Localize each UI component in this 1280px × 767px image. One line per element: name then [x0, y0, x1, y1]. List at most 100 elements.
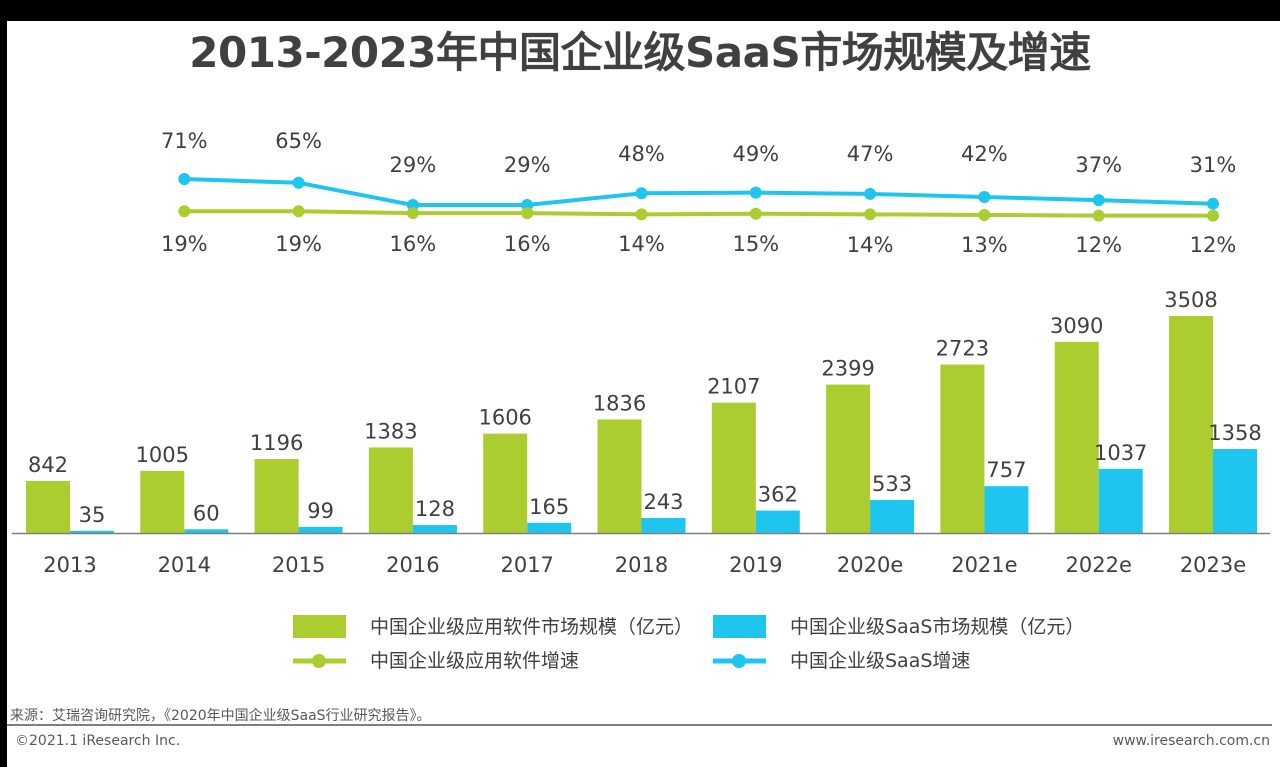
x-tick-label: 2015 [272, 553, 325, 577]
line-point [292, 176, 305, 189]
bar-label: 1836 [593, 391, 646, 415]
x-tick-label: 2018 [615, 553, 668, 577]
copyright: ©2021.1 iResearch Inc. [15, 733, 181, 749]
x-tick-label: 2017 [500, 553, 553, 577]
line-point [635, 187, 648, 200]
bar-label: 1005 [136, 443, 189, 467]
x-tick-label: 2023e [1180, 553, 1246, 577]
line-label: 29% [390, 153, 437, 177]
line-point [1092, 209, 1105, 222]
line-label: 13% [961, 233, 1008, 257]
bar-saas-2023e [1213, 448, 1257, 533]
legend-line-marker [732, 654, 746, 668]
line-label: 12% [1190, 233, 1237, 257]
legend-bar-swatch [293, 615, 346, 638]
legend-label: 中国企业级SaaS增速 [790, 650, 970, 672]
line-point [864, 187, 877, 200]
line-point [292, 205, 305, 218]
bar-software-2014 [140, 470, 185, 533]
line-label: 29% [504, 153, 551, 177]
bar-label: 1383 [364, 419, 417, 443]
bar-label: 1196 [250, 431, 303, 455]
x-tick-label: 2016 [386, 553, 439, 577]
bar-label: 99 [307, 499, 334, 523]
line-label: 19% [161, 232, 208, 256]
line-point [406, 207, 419, 220]
bar-saas-2016 [412, 525, 457, 533]
line-point [1207, 209, 1219, 222]
line-saas-growth [184, 177, 1214, 208]
bar-label: 1037 [1094, 441, 1147, 465]
legend-label: 中国企业级SaaS市场规模（亿元） [790, 616, 1084, 638]
x-tick-label: 2014 [158, 553, 211, 577]
line-point [178, 205, 191, 218]
line-point [635, 208, 648, 221]
chart-title: 2013-2023年中国企业级SaaS市场规模及增速 [189, 28, 1091, 77]
line-label: 71% [161, 129, 208, 153]
bar-saas-2013 [70, 530, 114, 533]
bar-label: 2399 [821, 357, 874, 381]
line-label: 16% [504, 232, 551, 256]
line-label: 31% [1190, 153, 1237, 177]
bar-software-2015 [254, 459, 299, 533]
bar-saas-2018 [641, 517, 686, 533]
bar-saas-2017 [527, 522, 572, 533]
x-tick-label: 2013 [43, 553, 96, 577]
line-point [749, 207, 762, 220]
bar-label: 3090 [1050, 314, 1103, 338]
x-tick-label: 2022e [1066, 553, 1132, 577]
bar-saas-2020e [870, 500, 915, 533]
bar-software-2013 [26, 480, 70, 533]
line-label: 49% [732, 142, 779, 166]
legend-line-marker [312, 654, 326, 668]
line-label: 14% [618, 232, 665, 256]
bar-saas-2019 [755, 510, 800, 533]
bar-label: 1358 [1208, 421, 1261, 445]
bar-label: 35 [79, 503, 106, 527]
website-link[interactable]: www.iresearch.com.cn [1112, 733, 1270, 749]
bar-label: 3508 [1164, 288, 1217, 312]
line-software-growth [184, 209, 1213, 218]
bar-saas-2021e [984, 486, 1029, 533]
line-label: 47% [847, 142, 894, 166]
legend-bar-swatch [713, 615, 766, 638]
slide: 2013-2023年中国企业级SaaS市场规模及增速 842 35 2013 1005… [7, 21, 1280, 767]
bar-label: 1606 [478, 406, 531, 430]
bar-label: 2723 [936, 337, 989, 361]
legend-label: 中国企业级应用软件市场规模（亿元） [370, 616, 693, 638]
line-point [521, 207, 534, 220]
bar-label: 2107 [707, 375, 760, 399]
bar-label: 243 [643, 490, 683, 514]
line-label: 15% [732, 232, 779, 256]
line-label: 48% [618, 142, 665, 166]
bar-label: 362 [758, 483, 798, 507]
bar-saas-2022e [1098, 468, 1143, 533]
bar-label: 842 [28, 453, 68, 477]
line-label: 16% [390, 232, 437, 256]
line-label: 14% [847, 233, 894, 257]
legend-label: 中国企业级应用软件增速 [370, 650, 579, 672]
divider [7, 724, 1272, 726]
bar-software-2017 [483, 433, 528, 533]
bar-label: 60 [193, 501, 220, 525]
source-note: 来源：艾瑞咨询研究院，《2020年中国企业级SaaS行业研究报告》。 [10, 708, 431, 724]
line-point [978, 208, 991, 221]
line-point [1207, 197, 1219, 210]
line-point [178, 173, 191, 186]
line-point [749, 186, 762, 199]
bar-software-2023e [1169, 316, 1213, 533]
bar-software-2018 [597, 419, 642, 533]
bar-saas-2015 [298, 526, 343, 533]
line-label: 19% [275, 232, 322, 256]
line-label: 12% [1075, 233, 1122, 257]
bar-label: 533 [872, 472, 912, 496]
bar-software-2020e [826, 384, 871, 533]
x-tick-label: 2021e [951, 553, 1017, 577]
bar-saas-2014 [184, 529, 229, 533]
line-point [978, 191, 991, 204]
line-point [1092, 194, 1105, 207]
bar-label: 757 [986, 458, 1026, 482]
x-tick-label: 2020e [837, 553, 903, 577]
bar-software-2016 [368, 447, 413, 533]
bar-label: 165 [529, 495, 569, 519]
